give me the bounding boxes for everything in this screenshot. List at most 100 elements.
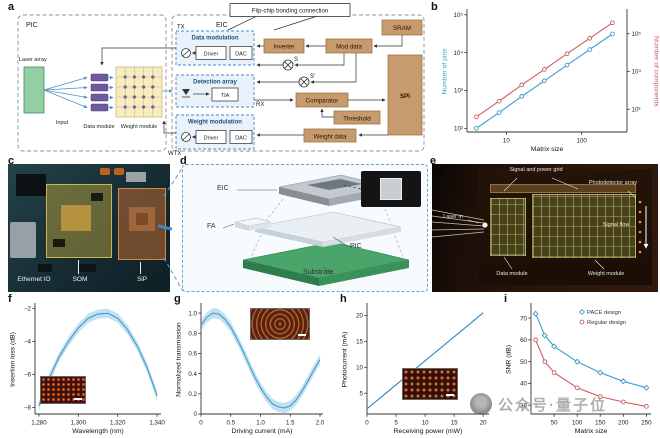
signal-connectors — [100, 35, 403, 137]
som-region-highlight — [46, 184, 112, 258]
svg-text:50: 50 — [520, 359, 527, 366]
svg-text:1,340: 1,340 — [149, 420, 165, 427]
flip-chip-label: Flip-chip bonding connection — [252, 9, 328, 15]
input-label: Input — [56, 120, 69, 126]
label-leaders — [467, 177, 637, 270]
svg-text:0.8: 0.8 — [188, 330, 197, 337]
weight-data-box — [303, 128, 357, 143]
ethernet-io-label: Ethernet IO — [17, 276, 51, 283]
svg-text:15: 15 — [356, 339, 363, 346]
svg-text:150: 150 — [595, 420, 606, 427]
svg-text:Regular design: Regular design — [587, 320, 626, 326]
svg-text:SNR (dB): SNR (dB) — [506, 345, 513, 374]
s-label: S — [294, 57, 298, 63]
svg-text:Number of pins: Number of pins — [442, 48, 449, 95]
svg-text:1,300: 1,300 — [71, 420, 87, 427]
svg-text:1.0: 1.0 — [188, 310, 197, 317]
data-module-label: Data module — [83, 124, 114, 130]
svg-text:0.6: 0.6 — [188, 351, 197, 358]
tx-label: TX — [177, 25, 185, 31]
som-label: SOM — [72, 276, 88, 283]
svg-text:0.2: 0.2 — [188, 391, 197, 398]
photodetector-array-label: Photodetector array — [588, 180, 638, 186]
tia-label: TIA — [221, 93, 230, 99]
svg-text:5: 5 — [360, 390, 364, 397]
chip — [126, 172, 146, 182]
laser-array-label: Laser array — [19, 57, 47, 63]
svg-text:0: 0 — [194, 411, 198, 418]
micrograph-inset-f — [40, 376, 86, 404]
panel-c-board-photo: Ethernet IO SOM SiP — [8, 164, 173, 292]
package-chip — [380, 178, 402, 200]
data-modulation-label: Data modulation — [191, 36, 238, 42]
svg-text:−4: −4 — [24, 339, 32, 346]
weight-module-label: Weight module — [587, 271, 625, 277]
panel-label-h: h — [340, 293, 347, 305]
mixer-icons — [282, 59, 310, 88]
svg-text:10³: 10³ — [632, 106, 641, 113]
fa-layer-label: FA — [207, 223, 216, 230]
leader-line — [78, 260, 79, 274]
svg-text:1.0: 1.0 — [256, 420, 265, 427]
signal-flow-label: Signal flow — [602, 222, 630, 228]
svg-text:10⁵: 10⁵ — [632, 31, 642, 38]
photodetector-dots — [638, 200, 642, 254]
svg-text:70: 70 — [520, 315, 527, 322]
scale-bar — [446, 394, 454, 396]
weight-modulation-block: Weight modulation Driver DAC — [175, 114, 255, 150]
svg-text:0: 0 — [365, 420, 369, 427]
pic-layer-label: PIC — [350, 243, 362, 250]
laser-array-block — [23, 66, 45, 114]
svg-text:2.0: 2.0 — [316, 420, 325, 427]
scale-bar — [74, 398, 82, 400]
svg-text:10²: 10² — [454, 126, 463, 133]
detection-array-label: Detection array — [193, 80, 237, 86]
svg-text:20: 20 — [480, 420, 487, 427]
svg-text:1.5: 1.5 — [286, 420, 295, 427]
signal-power-grid-label: Signal and power grid — [509, 167, 563, 173]
svg-text:1,320: 1,320 — [110, 420, 126, 427]
svg-text:200: 200 — [618, 420, 629, 427]
svg-text:10: 10 — [422, 420, 429, 427]
weight-data-label: Weight data — [314, 134, 347, 141]
inverter-label: Inverter — [274, 44, 295, 51]
spi-label: SPI — [400, 93, 410, 100]
svg-text:PACE design: PACE design — [587, 310, 621, 316]
svg-text:0.5: 0.5 — [226, 420, 235, 427]
svg-text:Insertion loss (dB): Insertion loss (dB) — [10, 332, 17, 387]
comparator-label: Comparator — [306, 98, 339, 105]
chart-insertion-loss: 1,280 1,300 1,320 1,340 −8 −6 −4 −2 Wavelength (… — [10, 303, 165, 435]
wtx-label: WTX — [168, 151, 181, 157]
weight-modulation-label: Weight modulation — [188, 120, 242, 126]
svg-text:30: 30 — [520, 402, 527, 409]
panel-label-d: d — [180, 155, 187, 167]
svg-text:10⁴: 10⁴ — [632, 69, 642, 76]
ethernet-connector — [10, 222, 36, 258]
pic-3d — [254, 211, 402, 247]
antenna-connector — [114, 168, 124, 175]
module-link-arrows — [109, 75, 114, 110]
svg-text:Matrix size: Matrix size — [575, 428, 608, 435]
svg-text:10: 10 — [503, 138, 510, 145]
svg-text:Matrix size: Matrix size — [531, 146, 564, 153]
panel-d-package-diagram: EIC FA PIC Substrate — [182, 164, 428, 292]
panel-label-g: g — [174, 293, 181, 305]
chip — [38, 264, 52, 272]
chip — [91, 193, 103, 201]
leader-line — [140, 262, 141, 274]
svg-text:100: 100 — [572, 420, 583, 427]
detection-array-block: Detection array TIA — [175, 74, 255, 108]
watermark-text: 公众号·量子位 — [498, 396, 607, 414]
weight-module-region — [532, 194, 636, 258]
svg-text:60: 60 — [520, 337, 527, 344]
data-module-label: Data module — [496, 271, 528, 277]
driver1-label: Driver — [204, 52, 219, 58]
panel-e-overlay — [431, 177, 649, 270]
weight-module-grid-box — [115, 66, 163, 118]
svg-text:10⁴: 10⁴ — [453, 50, 463, 57]
chip — [53, 239, 65, 247]
svg-text:Receiving power (mW): Receiving power (mW) — [394, 428, 463, 435]
panel-a-diagram: PIC EIC Flip-chip bonding connection Las… — [17, 3, 425, 157]
